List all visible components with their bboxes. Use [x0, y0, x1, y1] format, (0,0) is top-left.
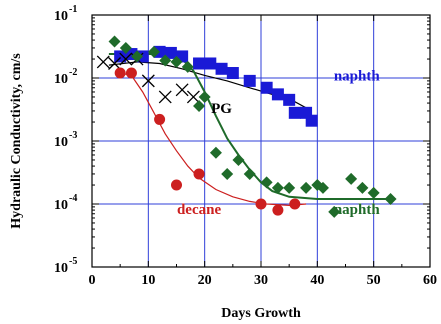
diamond-marker: [198, 90, 211, 103]
circle-marker: [272, 204, 284, 216]
diamond-marker: [283, 181, 296, 194]
diamond-marker: [170, 55, 183, 68]
diamond-marker: [316, 181, 329, 194]
diamond-marker: [119, 41, 132, 54]
x-tick-label: 10: [141, 273, 155, 288]
diamond-marker: [367, 186, 380, 199]
diamond-marker: [260, 176, 273, 189]
x-tick-label: 50: [367, 273, 381, 288]
diamond-marker: [181, 60, 194, 73]
x-tick-label: 40: [310, 273, 324, 288]
axis-ticks: [91, 14, 431, 268]
x-marker: [119, 52, 133, 66]
grid-lines: [92, 15, 430, 267]
square-marker: [288, 106, 301, 119]
x-marker: [96, 55, 110, 69]
series-label-circle: decane: [177, 202, 222, 218]
diamond-marker: [209, 146, 222, 159]
diamond-marker: [328, 205, 341, 218]
y-tick-exponent: -4: [69, 193, 77, 204]
circle-marker: [255, 198, 267, 210]
circle-marker: [289, 198, 301, 210]
diamond-marker: [193, 99, 206, 112]
y-tick-exponent: -1: [69, 4, 77, 15]
circle-marker: [114, 67, 126, 79]
data-markers: [96, 35, 397, 218]
y-tick-exponent: -3: [69, 130, 77, 141]
square-marker: [305, 114, 318, 127]
y-tick-label: 10: [54, 72, 68, 87]
square-marker: [226, 67, 239, 80]
x-tick-label: 30: [254, 273, 268, 288]
x-tick-label: 60: [423, 273, 437, 288]
y-tick-label: 10: [54, 135, 68, 150]
diamond-marker: [159, 54, 172, 67]
x-tick-label: 20: [198, 273, 212, 288]
x-axis-label: Days Growth: [221, 306, 301, 321]
square-marker: [114, 50, 127, 63]
x-marker: [186, 90, 200, 104]
diamond-marker: [356, 181, 369, 194]
square-marker: [271, 88, 284, 101]
diamond-marker: [147, 45, 160, 58]
diamond-marker: [243, 167, 256, 180]
circle-marker: [193, 168, 205, 180]
diamond-marker: [108, 35, 121, 48]
diamond-marker: [345, 172, 358, 185]
diamond-marker: [271, 181, 284, 194]
square-marker: [193, 57, 206, 70]
x-marker: [108, 57, 121, 70]
series-label-square: naphth: [334, 68, 381, 84]
circle-marker: [125, 67, 137, 79]
y-axis-label: Hydraulic Conductivity, cm/s: [9, 53, 24, 229]
diamond-marker: [384, 193, 397, 206]
circle-marker: [154, 113, 166, 125]
square-marker: [164, 46, 177, 59]
y-tick-label: 10: [54, 261, 68, 276]
square-marker: [260, 81, 273, 94]
y-tick-exponent: -5: [69, 256, 77, 267]
diamond-marker: [221, 167, 234, 180]
square-marker: [204, 57, 217, 70]
y-tick-label: 10: [54, 198, 68, 213]
diamond-marker: [232, 153, 245, 166]
circle-marker: [171, 179, 182, 191]
x-marker: [158, 90, 172, 104]
x-tick-label: 0: [89, 273, 96, 288]
x-marker: [141, 74, 155, 88]
series-label-x: PG: [211, 101, 232, 117]
diamond-marker: [131, 50, 144, 63]
series-labels: naphth PG decane naphth: [177, 68, 380, 217]
y-tick-label: 10: [54, 9, 68, 24]
square-marker: [243, 74, 256, 87]
y-tick-exponent: -2: [69, 67, 77, 78]
series-label-diamond: naphth: [334, 202, 381, 218]
diamond-marker: [300, 181, 313, 194]
square-marker: [215, 62, 228, 75]
square-marker: [283, 93, 296, 106]
x-marker: [175, 83, 189, 97]
